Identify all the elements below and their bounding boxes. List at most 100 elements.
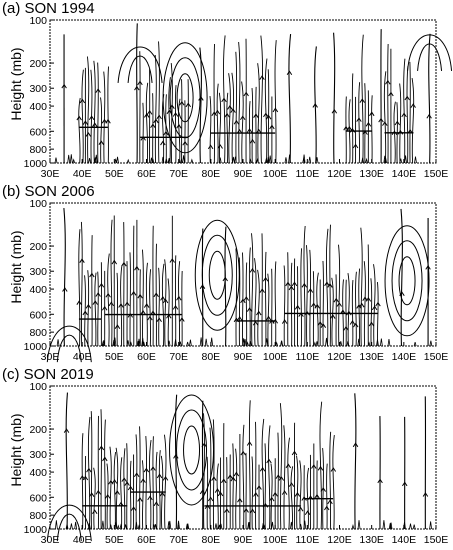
surface-trace (189, 339, 192, 347)
streamline (265, 251, 267, 347)
y-tick-label: 1000 (24, 158, 48, 170)
surface-trace (261, 522, 265, 530)
streamline-arrow (95, 292, 101, 297)
streamline-arrow (346, 125, 353, 131)
x-tick-label: 30E (41, 534, 60, 546)
streamline-arrow (246, 128, 253, 133)
streamline-arrow (365, 296, 372, 302)
surface-trace (382, 520, 386, 530)
surface-trace (186, 341, 189, 347)
streamline-arrow (265, 114, 272, 120)
surface-trace (231, 156, 235, 164)
streamline (370, 278, 373, 347)
x-tick-label: 100E (263, 351, 288, 363)
surface-trace (357, 520, 361, 530)
y-tick-label: 600 (29, 126, 47, 138)
streamline-arrow (362, 296, 368, 302)
streamline (161, 263, 165, 347)
x-tick-label: 130E (359, 168, 384, 180)
x-tick-label: 40E (73, 351, 92, 363)
streamline (226, 92, 229, 164)
streamline-arrow (294, 492, 301, 497)
streamline-arrow (269, 124, 275, 130)
streamline (283, 425, 286, 530)
x-tick-label: 50E (105, 534, 124, 546)
surface-trace (266, 156, 270, 164)
surface-trace (186, 523, 190, 530)
streamline (338, 244, 341, 347)
streamline (354, 393, 357, 530)
surface-trace (288, 154, 291, 164)
y-tick-label: 200 (29, 424, 47, 436)
streamline (254, 258, 257, 347)
streamline (290, 466, 294, 530)
streamline (248, 101, 251, 164)
streamline-arrow (105, 118, 111, 124)
streamline (100, 97, 103, 164)
streamline (152, 436, 154, 530)
streamline (90, 411, 93, 530)
streamline (371, 95, 373, 164)
y-tick-label: 200 (29, 58, 47, 70)
streamline-arrow (359, 98, 365, 103)
streamline-arrow (233, 119, 240, 125)
streamline (314, 46, 317, 164)
streamline-arrow (224, 112, 230, 118)
surface-trace (264, 158, 268, 164)
streamline-arrow (101, 305, 108, 311)
streamline (242, 424, 245, 530)
surface-trace (365, 157, 368, 164)
streamline-arrow (286, 70, 293, 76)
streamline-arrow (263, 112, 269, 118)
streamline-arrow (198, 96, 204, 101)
y-tick-label: 100 (29, 15, 47, 27)
surface-trace (412, 524, 416, 530)
streamline (63, 208, 66, 347)
streamline-arrow (86, 467, 92, 473)
streamline-arrow (62, 287, 68, 292)
streamline (257, 269, 260, 347)
streamline-arrow (253, 492, 259, 497)
streamline-arrow (352, 143, 359, 149)
streamline-arrow (291, 450, 298, 456)
streamline (120, 457, 123, 530)
streamline-arrow (356, 117, 362, 122)
streamline-arrow (140, 478, 146, 483)
streamline-arrow (327, 283, 333, 288)
streamline (245, 262, 248, 347)
streamline (287, 437, 290, 530)
streamline (279, 403, 283, 530)
streamline-arrow (85, 132, 92, 137)
x-tick-label: 70E (169, 168, 188, 180)
streamline (90, 69, 93, 164)
streamline-arrow (275, 474, 282, 479)
streamline-plot: 30E 40E 50E 60E 70E 80E 90E 100E 110E 120E 130E 140… (24, 198, 449, 363)
x-tick-label: 70E (169, 351, 188, 363)
streamline (319, 401, 323, 530)
streamline (267, 69, 270, 164)
streamline-arrow (143, 303, 150, 308)
streamline-arrow (249, 138, 256, 144)
streamline-arrow (98, 282, 105, 288)
streamline (100, 409, 102, 530)
surface-trace (126, 158, 130, 164)
streamline-arrow (401, 112, 407, 118)
streamline-arrow (153, 292, 159, 298)
streamline-arrow (176, 295, 182, 301)
curved-streamline (127, 55, 153, 83)
streamline-arrow (130, 290, 137, 296)
surface-trace (126, 340, 130, 347)
streamline-arrow (285, 281, 291, 287)
streamline (141, 249, 144, 347)
streamline (274, 40, 277, 164)
surface-trace (429, 521, 433, 530)
streamline (242, 252, 244, 347)
streamline (212, 419, 215, 530)
surface-trace (247, 521, 251, 530)
surface-trace (101, 520, 105, 530)
streamline-arrow (221, 97, 227, 103)
streamline (123, 448, 126, 530)
surface-trace (199, 337, 203, 347)
streamline (126, 443, 128, 530)
surface-trace (403, 522, 406, 530)
